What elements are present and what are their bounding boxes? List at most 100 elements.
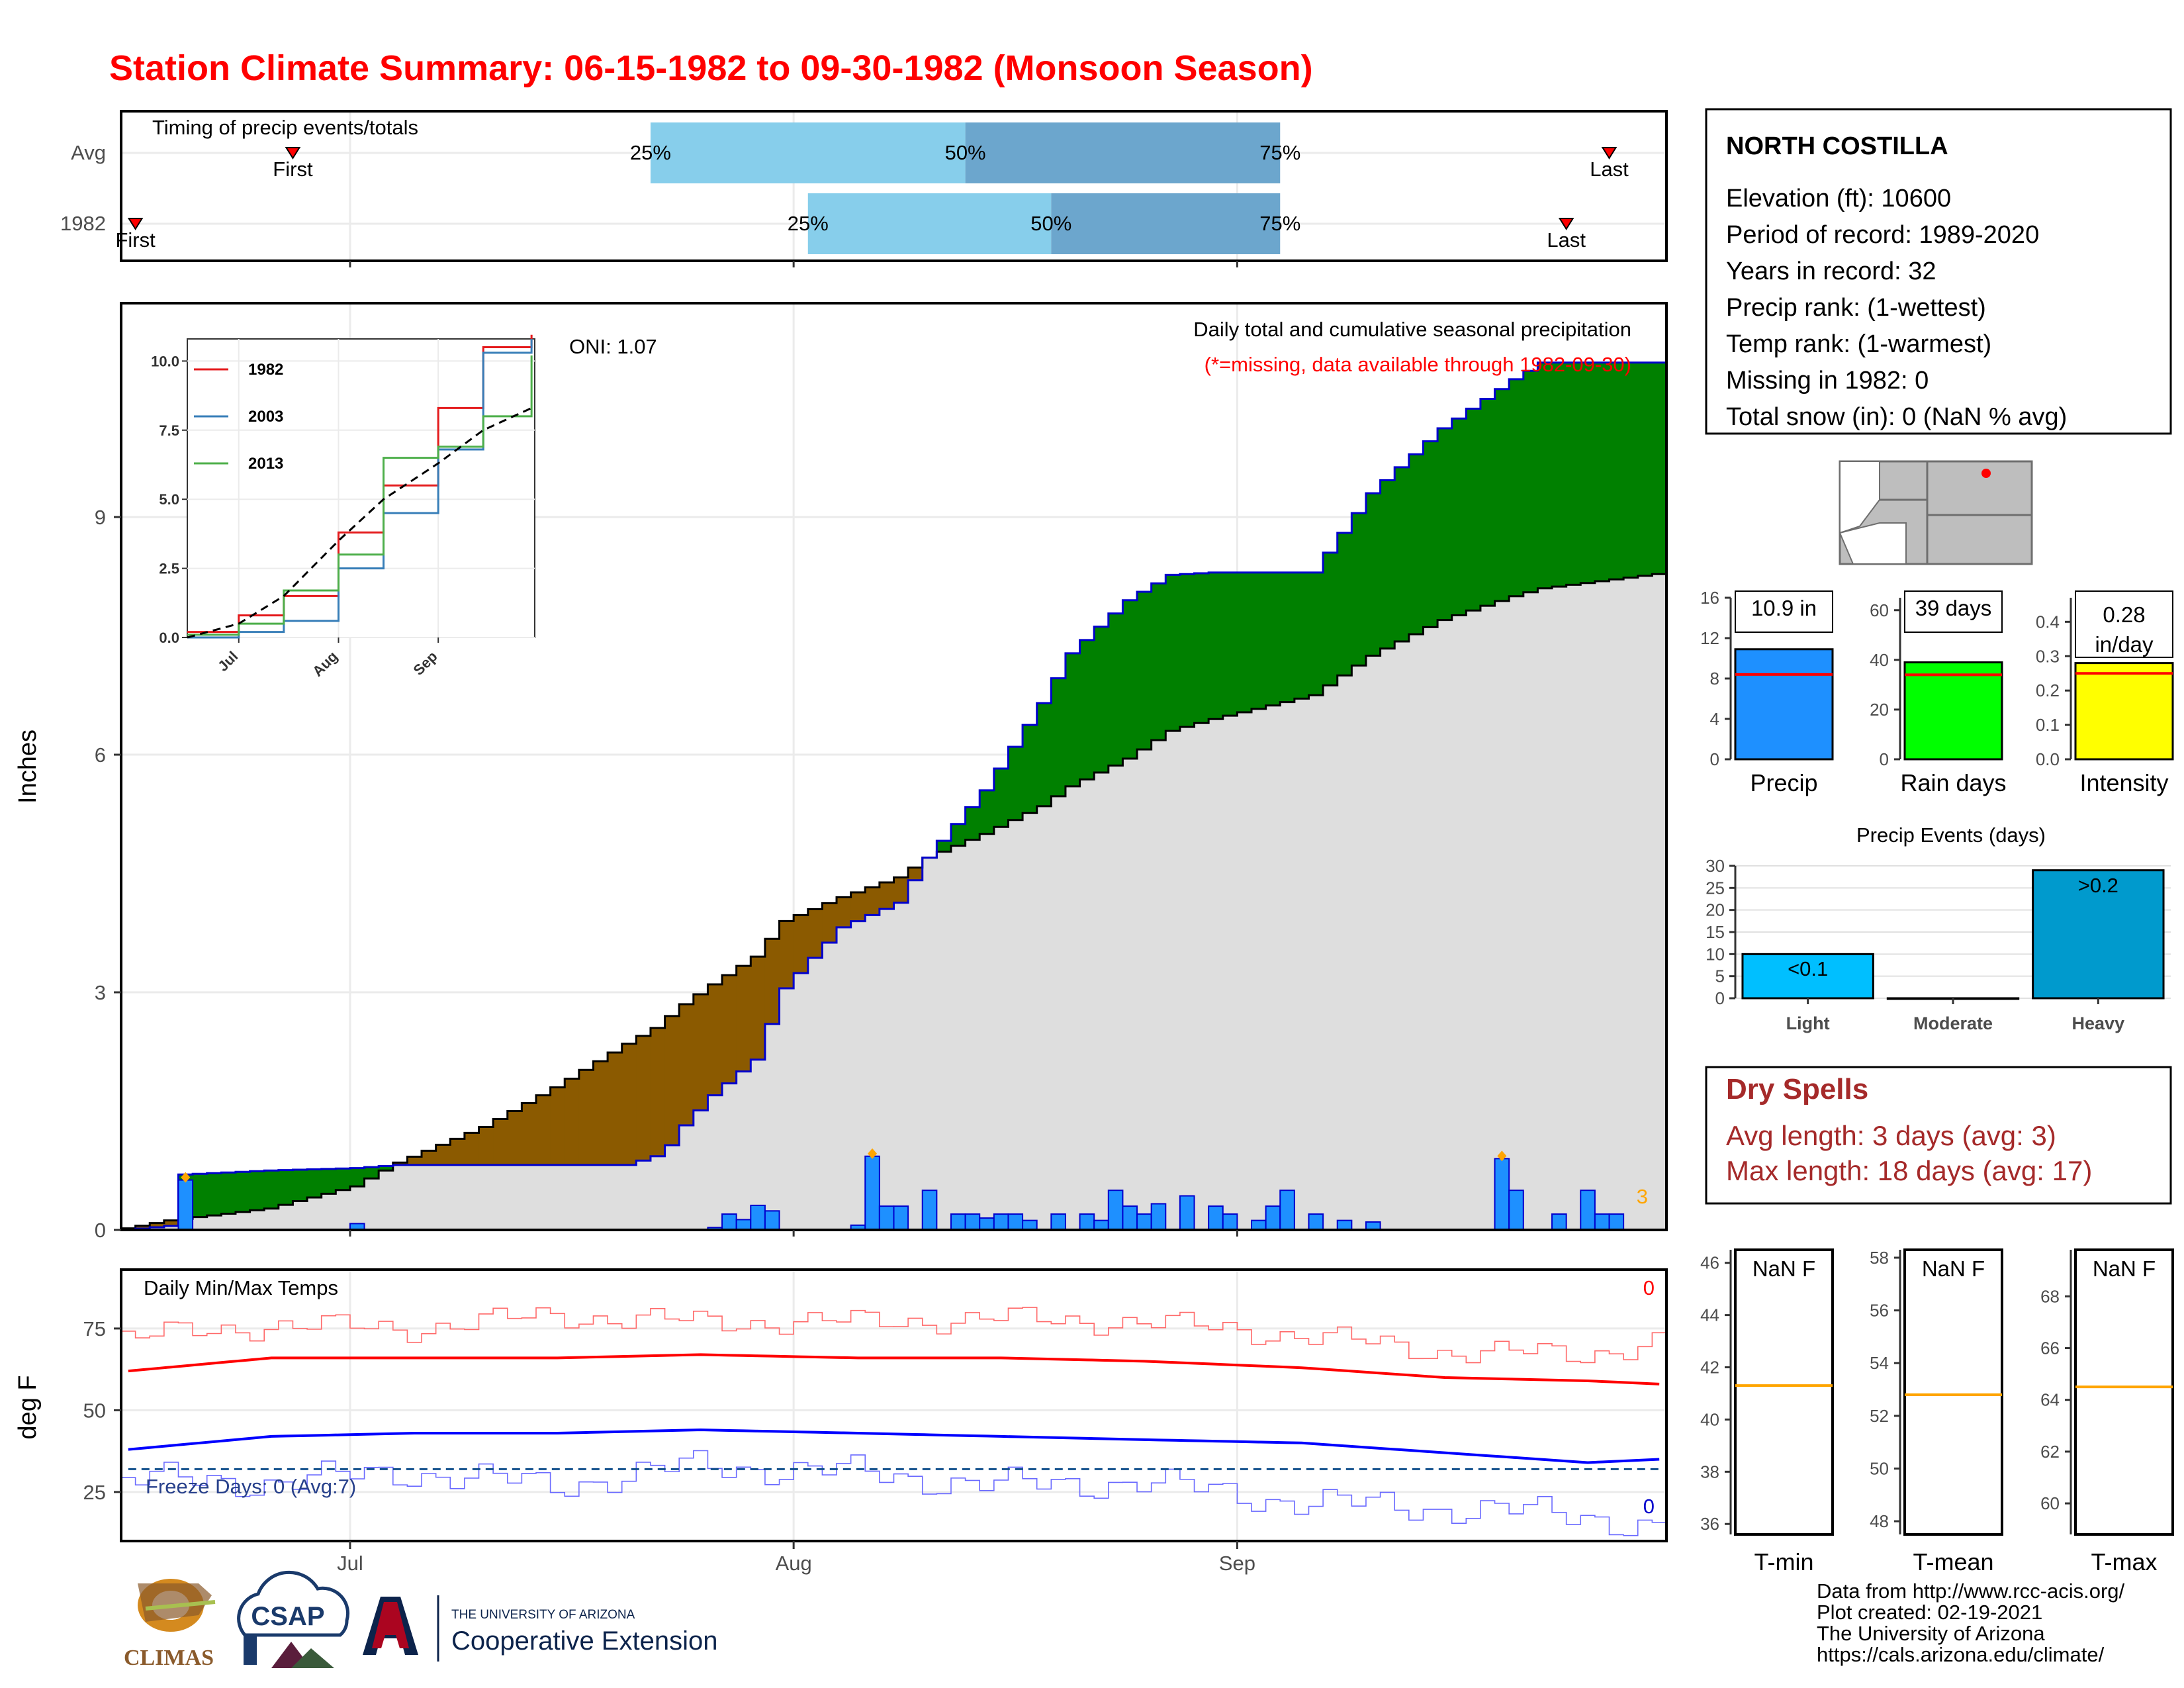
below-average-fill bbox=[464, 1133, 480, 1165]
above-average-fill bbox=[379, 1166, 394, 1171]
daily-precip-bar bbox=[1594, 1213, 1610, 1231]
above-average-fill bbox=[979, 790, 995, 834]
temp-summary-boxes: 36 38 40 42 44 46 NaN F T-min 48 50 52 54 56 58 NaN F T… bbox=[1700, 1248, 2174, 1575]
above-average-fill bbox=[1351, 513, 1367, 666]
above-average-fill bbox=[321, 1168, 336, 1194]
inset-legend-label: 2013 bbox=[248, 455, 283, 473]
below-average-fill bbox=[578, 1070, 594, 1165]
summary-y-tick-label: 8 bbox=[1710, 669, 1719, 688]
above-average-fill bbox=[1408, 454, 1424, 635]
temp-box-label: T-max bbox=[2091, 1548, 2157, 1575]
temp-panel: Daily Min/Max Temps 0 Freeze Days: 0 (Av… bbox=[14, 261, 1668, 1575]
summary-y-tick-label: 4 bbox=[1710, 709, 1719, 729]
events-y-tick-label: 15 bbox=[1706, 922, 1725, 942]
above-average-fill bbox=[1036, 703, 1052, 806]
below-average-fill bbox=[650, 1027, 666, 1156]
precip-y-label: Inches bbox=[14, 729, 42, 804]
summary-y-tick-label: 0.0 bbox=[2036, 749, 2060, 769]
events-category-label: Moderate bbox=[1913, 1013, 1993, 1033]
above-average-fill bbox=[1179, 574, 1195, 727]
summary-y-tick-label: 0.3 bbox=[2036, 646, 2060, 666]
heavy-day-marker bbox=[868, 1148, 878, 1159]
inset-series-line-2003 bbox=[187, 339, 533, 639]
x-axis-tick-label: Aug bbox=[776, 1552, 812, 1575]
avg-p25-label: 25% bbox=[630, 141, 671, 164]
temp-y-tick-label: 75 bbox=[83, 1317, 106, 1340]
above-average-fill bbox=[235, 1172, 251, 1212]
daily-precip-bar bbox=[735, 1219, 752, 1231]
below-average-fill bbox=[550, 1087, 565, 1165]
inset-x-tick-label: Aug bbox=[309, 648, 341, 680]
below-average-fill bbox=[837, 897, 852, 927]
precip-y-tick-label: 3 bbox=[95, 981, 106, 1004]
above-average-fill bbox=[1208, 572, 1224, 720]
daily-max-temp-line bbox=[121, 1307, 1666, 1364]
events-y-tick-label: 20 bbox=[1706, 900, 1725, 920]
inset-y-tick-label: 7.5 bbox=[159, 422, 179, 439]
summary-bar-label: Precip bbox=[1750, 769, 1817, 796]
average-max-temp-line bbox=[128, 1353, 1660, 1385]
station-precip-rank: Precip rank: (1-wettest) bbox=[1726, 294, 1986, 322]
above-average-fill bbox=[1323, 552, 1338, 686]
above-average-fill bbox=[264, 1170, 279, 1209]
station-missing: Missing in 1982: 0 bbox=[1726, 367, 1929, 395]
daily-precip-bar bbox=[1222, 1213, 1238, 1231]
summary-y-tick-label: 0.4 bbox=[2036, 612, 2060, 632]
events-category-label: Heavy bbox=[2072, 1013, 2125, 1033]
summary-y-tick-label: 16 bbox=[1700, 588, 1719, 608]
below-average-fill bbox=[850, 892, 866, 921]
temp-y-tick-label: 25 bbox=[83, 1481, 106, 1504]
above-average-fill bbox=[1122, 600, 1138, 759]
events-category-label: Light bbox=[1786, 1013, 1830, 1033]
summary-bar-label: Intensity bbox=[2079, 769, 2168, 796]
above-average-fill bbox=[349, 1168, 365, 1187]
below-average-fill bbox=[779, 921, 794, 989]
summary-value-box bbox=[1735, 590, 1833, 633]
above-average-fill bbox=[1623, 362, 1639, 578]
above-average-fill bbox=[950, 823, 966, 846]
dry-spells-border bbox=[1705, 1066, 2172, 1205]
above-average-fill bbox=[1222, 572, 1238, 716]
avg-p50-label: 50% bbox=[945, 141, 986, 164]
temp-box-y-tick-label: 52 bbox=[1870, 1406, 1889, 1426]
temp-panel-title: Daily Min/Max Temps bbox=[144, 1276, 338, 1299]
inset-average-line bbox=[187, 407, 532, 639]
credit-line-source: Data from http://www.rcc-acis.org/ bbox=[1817, 1579, 2125, 1603]
credit-line-url: https://cals.arizona.edu/climate/ bbox=[1817, 1643, 2105, 1666]
dry-spells-max: Max length: 18 days (avg: 17) bbox=[1726, 1155, 2092, 1186]
summary-y-tick-label: 60 bbox=[1870, 600, 1889, 620]
summary-y-tick-label: 12 bbox=[1700, 628, 1719, 648]
summary-value-label-2: in/day bbox=[2095, 632, 2154, 657]
below-average-fill bbox=[621, 1043, 637, 1165]
station-snow: Total snow (in): 0 (NaN % avg) bbox=[1726, 403, 2067, 431]
above-average-fill bbox=[1652, 362, 1667, 575]
above-average-fill bbox=[293, 1170, 308, 1201]
above-average-fill bbox=[1294, 572, 1310, 699]
daily-precip-bar bbox=[1007, 1213, 1024, 1231]
temp-box-y-tick-label: 62 bbox=[2040, 1442, 2060, 1462]
station-temp-rank: Temp rank: (1-warmest) bbox=[1726, 330, 1991, 358]
timing-label: Timing of precip events/totals bbox=[152, 116, 418, 139]
above-average-fill bbox=[1008, 747, 1023, 820]
ua-logo-big-text: Cooperative Extension bbox=[451, 1626, 717, 1656]
daily-precip-bar bbox=[993, 1213, 1009, 1231]
dry-spells-box: Dry Spells Avg length: 3 days (avg: 3) M… bbox=[1705, 1066, 2172, 1205]
above-average-fill bbox=[1537, 362, 1553, 588]
above-average-fill bbox=[936, 841, 952, 852]
daily-precip-bar bbox=[1265, 1205, 1281, 1231]
summary-y-tick-label: 40 bbox=[1870, 650, 1889, 670]
above-average-fill bbox=[250, 1171, 265, 1211]
daily-precip-bar bbox=[177, 1179, 194, 1231]
below-average-fill bbox=[450, 1139, 465, 1165]
summary-bar-label: Rain days bbox=[1900, 769, 2006, 796]
above-average-fill bbox=[1437, 428, 1453, 620]
summary-value-label: 39 days bbox=[1915, 596, 1992, 620]
average-cumulative-line bbox=[121, 573, 1666, 1230]
temp-box-label: T-mean bbox=[1913, 1548, 1993, 1575]
below-average-fill bbox=[794, 915, 809, 974]
daily-precip-bar bbox=[1150, 1203, 1167, 1231]
daily-min-temp-line bbox=[121, 1450, 1666, 1536]
inset-x-tick-label: Jul bbox=[214, 648, 241, 675]
above-average-fill bbox=[1380, 480, 1395, 649]
